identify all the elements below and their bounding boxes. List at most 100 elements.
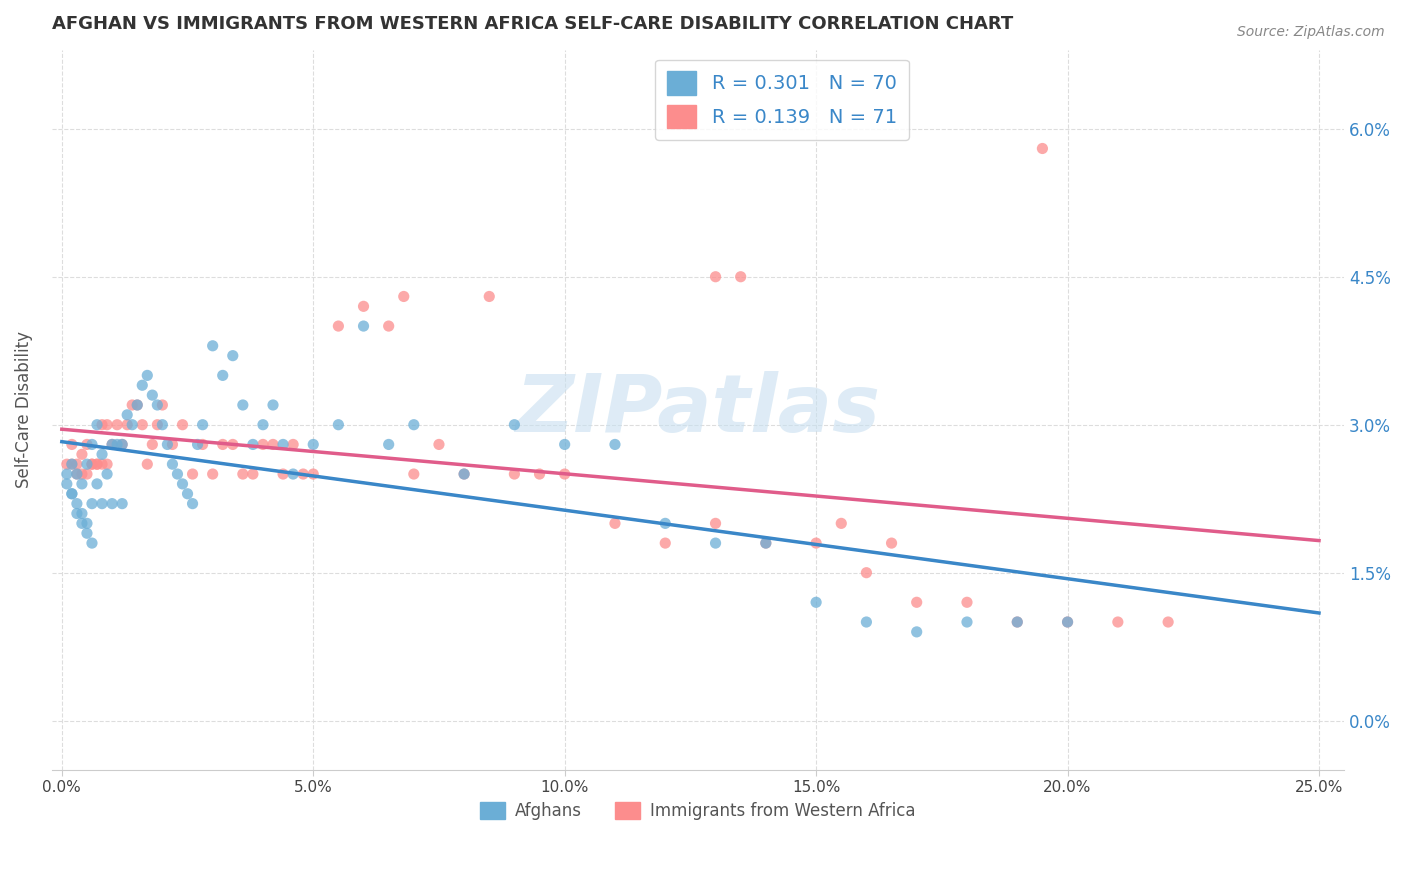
Point [96,467,118,481]
Point [730,269,752,284]
Point [956,615,979,629]
Point [292,467,315,481]
Point [60,487,83,501]
Point [166,467,188,481]
Point [111,437,134,451]
Point [101,497,124,511]
Point [127,398,149,412]
Point [1007,615,1029,629]
Point [86,476,108,491]
Point [172,417,194,432]
Point [804,536,827,550]
Point [66,467,89,481]
Point [529,467,551,481]
Point [302,437,325,451]
Point [80,536,103,550]
Point [66,497,89,511]
Point [1007,615,1029,629]
Point [66,467,89,481]
Point [162,437,184,451]
Point [136,457,159,471]
Point [880,536,903,550]
Point [101,437,124,451]
Point [86,417,108,432]
Point [453,467,475,481]
Point [271,437,294,451]
Point [704,536,727,550]
Point [115,408,138,422]
Point [427,437,450,451]
Text: ZIPatlas: ZIPatlas [516,371,880,449]
Point [131,417,153,432]
Point [56,476,79,491]
Point [281,467,304,481]
Point [146,417,169,432]
Point [162,457,184,471]
Point [302,467,325,481]
Point [242,437,264,451]
Point [115,417,138,432]
Point [252,417,274,432]
Point [1031,141,1053,155]
Point [141,388,163,402]
Point [503,467,526,481]
Point [453,467,475,481]
Point [755,536,778,550]
Point [377,319,399,334]
Point [111,437,134,451]
Point [478,289,501,303]
Point [211,368,233,383]
Text: Source: ZipAtlas.com: Source: ZipAtlas.com [1237,25,1385,39]
Point [211,437,233,451]
Point [222,437,245,451]
Point [804,595,827,609]
Point [252,437,274,451]
Point [76,526,98,541]
Point [328,319,350,334]
Point [654,516,676,531]
Point [121,398,143,412]
Point [70,447,93,461]
Point [242,467,264,481]
Point [91,497,114,511]
Point [392,289,415,303]
Point [181,497,204,511]
Point [201,467,224,481]
Point [905,624,928,639]
Point [402,417,425,432]
Point [156,437,179,451]
Legend: Afghans, Immigrants from Western Africa: Afghans, Immigrants from Western Africa [474,795,922,827]
Point [402,467,425,481]
Point [60,457,83,471]
Point [328,417,350,432]
Point [262,398,284,412]
Point [80,437,103,451]
Point [105,437,128,451]
Point [60,457,83,471]
Point [956,595,979,609]
Point [96,417,118,432]
Point [377,437,399,451]
Point [503,417,526,432]
Point [127,398,149,412]
Point [91,417,114,432]
Point [76,437,98,451]
Point [271,467,294,481]
Point [86,457,108,471]
Point [56,467,79,481]
Point [554,437,576,451]
Point [232,398,254,412]
Point [830,516,852,531]
Point [704,269,727,284]
Point [136,368,159,383]
Point [70,467,93,481]
Point [187,437,209,451]
Point [70,516,93,531]
Point [60,487,83,501]
Point [181,467,204,481]
Point [91,457,114,471]
Point [1056,615,1078,629]
Point [191,417,214,432]
Text: AFGHAN VS IMMIGRANTS FROM WESTERN AFRICA SELF-CARE DISABILITY CORRELATION CHART: AFGHAN VS IMMIGRANTS FROM WESTERN AFRICA… [52,15,1012,33]
Point [60,437,83,451]
